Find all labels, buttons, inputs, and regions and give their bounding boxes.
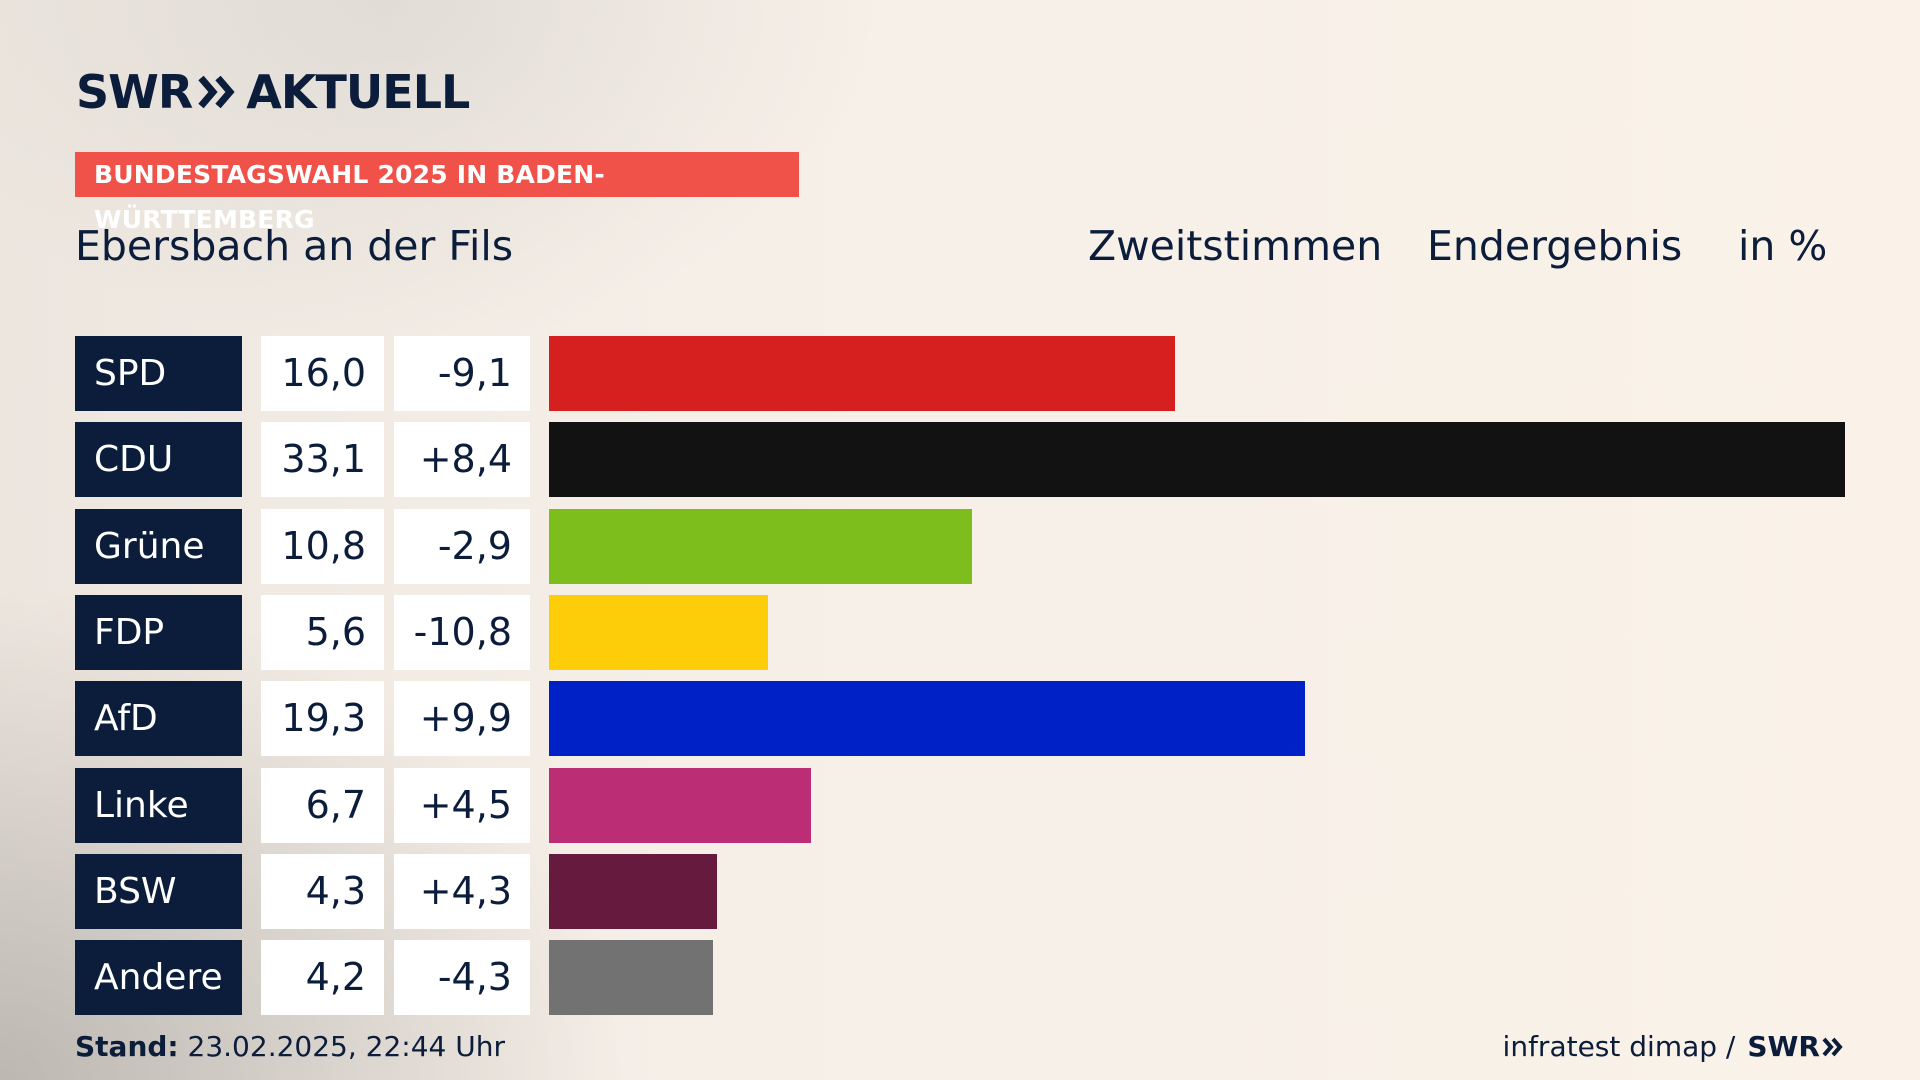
vote-share-bar (549, 336, 1175, 411)
result-row: Grüne 10,8 -2,9 (0, 508, 1920, 584)
vote-share-value: 10,8 (261, 508, 384, 584)
vote-share-value: 6,7 (261, 767, 384, 843)
vote-share-change: -9,1 (394, 336, 530, 411)
result-row: Andere 4,2 -4,3 (0, 940, 1920, 1016)
party-label: Grüne (75, 508, 242, 584)
logo-swr-text: SWR (76, 65, 193, 119)
source-brand: SWR (1747, 1030, 1844, 1063)
vote-share-value: 19,3 (261, 681, 384, 757)
source-credit: infratest dimap / SWR (1503, 1030, 1844, 1063)
election-banner: BUNDESTAGSWAHL 2025 IN BADEN-WÜRTTEMBERG (75, 152, 799, 234)
vote-share-value: 4,2 (261, 940, 384, 1016)
result-row: CDU 33,1 +8,4 (0, 422, 1920, 498)
vote-share-bar (549, 681, 1305, 757)
timestamp-value: 23.02.2025, 22:44 Uhr (187, 1030, 505, 1063)
region-title: Ebersbach an der Fils (75, 222, 514, 270)
vote-share-change: -10,8 (394, 594, 530, 670)
result-row: SPD 16,0 -9,1 (0, 336, 1920, 411)
vote-share-value: 5,6 (261, 594, 384, 670)
vote-share-change: +4,5 (394, 767, 530, 843)
source-brand-text: SWR (1747, 1030, 1820, 1063)
vote-share-bar (549, 508, 972, 584)
vote-share-change: -4,3 (394, 940, 530, 1016)
small-double-chevron-icon (1822, 1037, 1843, 1056)
vote-share-change: -2,9 (394, 508, 530, 584)
vote-share-change: +9,9 (394, 681, 530, 757)
vote-share-value: 16,0 (261, 336, 384, 411)
party-label: BSW (75, 853, 242, 929)
vote-share-bar (549, 767, 811, 843)
vote-share-bar (549, 422, 1845, 498)
vote-share-value: 33,1 (261, 422, 384, 498)
logo-aktuell-text: AKTUELL (246, 65, 470, 119)
timestamp: Stand: 23.02.2025, 22:44 Uhr (75, 1030, 505, 1063)
source-text: infratest dimap / (1502, 1030, 1736, 1063)
vote-share-bar (549, 853, 717, 929)
vote-share-bar (549, 594, 768, 670)
vote-share-change: +8,4 (394, 422, 530, 498)
party-label: CDU (75, 422, 242, 498)
swr-aktuell-logo: SWR AKTUELL (76, 65, 470, 119)
party-label: Andere (75, 940, 242, 1016)
vote-share-change: +4,3 (394, 853, 530, 929)
party-label: SPD (75, 336, 242, 411)
unit-label: in % (1738, 222, 1828, 270)
party-label: AfD (75, 681, 242, 757)
result-row: Linke 6,7 +4,5 (0, 767, 1920, 843)
result-row: BSW 4,3 +4,3 (0, 853, 1920, 929)
result-status-label: Endergebnis (1427, 222, 1683, 270)
party-label: FDP (75, 594, 242, 670)
party-label: Linke (75, 767, 242, 843)
result-row: FDP 5,6 -10,8 (0, 594, 1920, 670)
vote-type-label: Zweitstimmen (1088, 222, 1383, 270)
vote-share-bar (549, 940, 713, 1016)
double-chevron-icon (198, 74, 236, 110)
timestamp-label: Stand: (75, 1030, 179, 1063)
result-row: AfD 19,3 +9,9 (0, 681, 1920, 757)
vote-share-value: 4,3 (261, 853, 384, 929)
